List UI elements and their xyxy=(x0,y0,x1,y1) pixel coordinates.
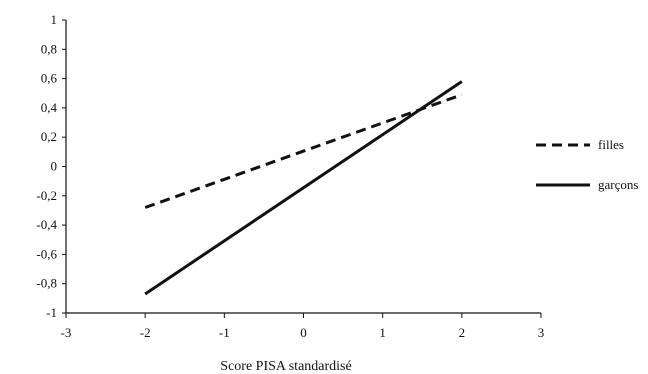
y-tick-label: 1 xyxy=(51,12,58,27)
x-axis-ticks: -3 -2 -1 0 1 2 3 xyxy=(61,313,545,340)
legend-label: filles xyxy=(598,137,624,152)
y-tick-label: 0,8 xyxy=(41,41,57,56)
y-tick-label: 0,4 xyxy=(41,100,58,115)
legend-label: garçons xyxy=(598,177,638,192)
legend: filles garçons xyxy=(536,137,638,192)
x-tick-label: -2 xyxy=(140,325,151,340)
y-tick-label: -0,4 xyxy=(36,217,57,232)
x-tick-label: 1 xyxy=(379,325,386,340)
y-tick-label: 0,2 xyxy=(41,129,57,144)
y-tick-label: 0 xyxy=(51,159,58,174)
series-line-filles xyxy=(144,93,463,209)
x-axis-title: Score PISA standardisé xyxy=(220,359,351,374)
y-axis-ticks: -1 -0,8 -0,6 -0,4 -0,2 0 0,2 0,4 0,6 0,8 1 xyxy=(36,12,66,320)
series-lines xyxy=(144,80,463,296)
x-tick-label: 3 xyxy=(538,325,545,340)
y-tick-label: -0,2 xyxy=(36,188,57,203)
x-tick-label: 2 xyxy=(459,325,466,340)
x-tick-label: -3 xyxy=(61,325,72,340)
y-tick-label: 0,6 xyxy=(41,71,58,86)
y-tick-label: -1 xyxy=(46,305,57,320)
y-tick-label: -0,6 xyxy=(36,246,57,261)
x-tick-label: 0 xyxy=(300,325,307,340)
series-line-garcons xyxy=(144,80,463,296)
x-tick-label: -1 xyxy=(219,325,230,340)
y-tick-label: -0,8 xyxy=(36,276,57,291)
